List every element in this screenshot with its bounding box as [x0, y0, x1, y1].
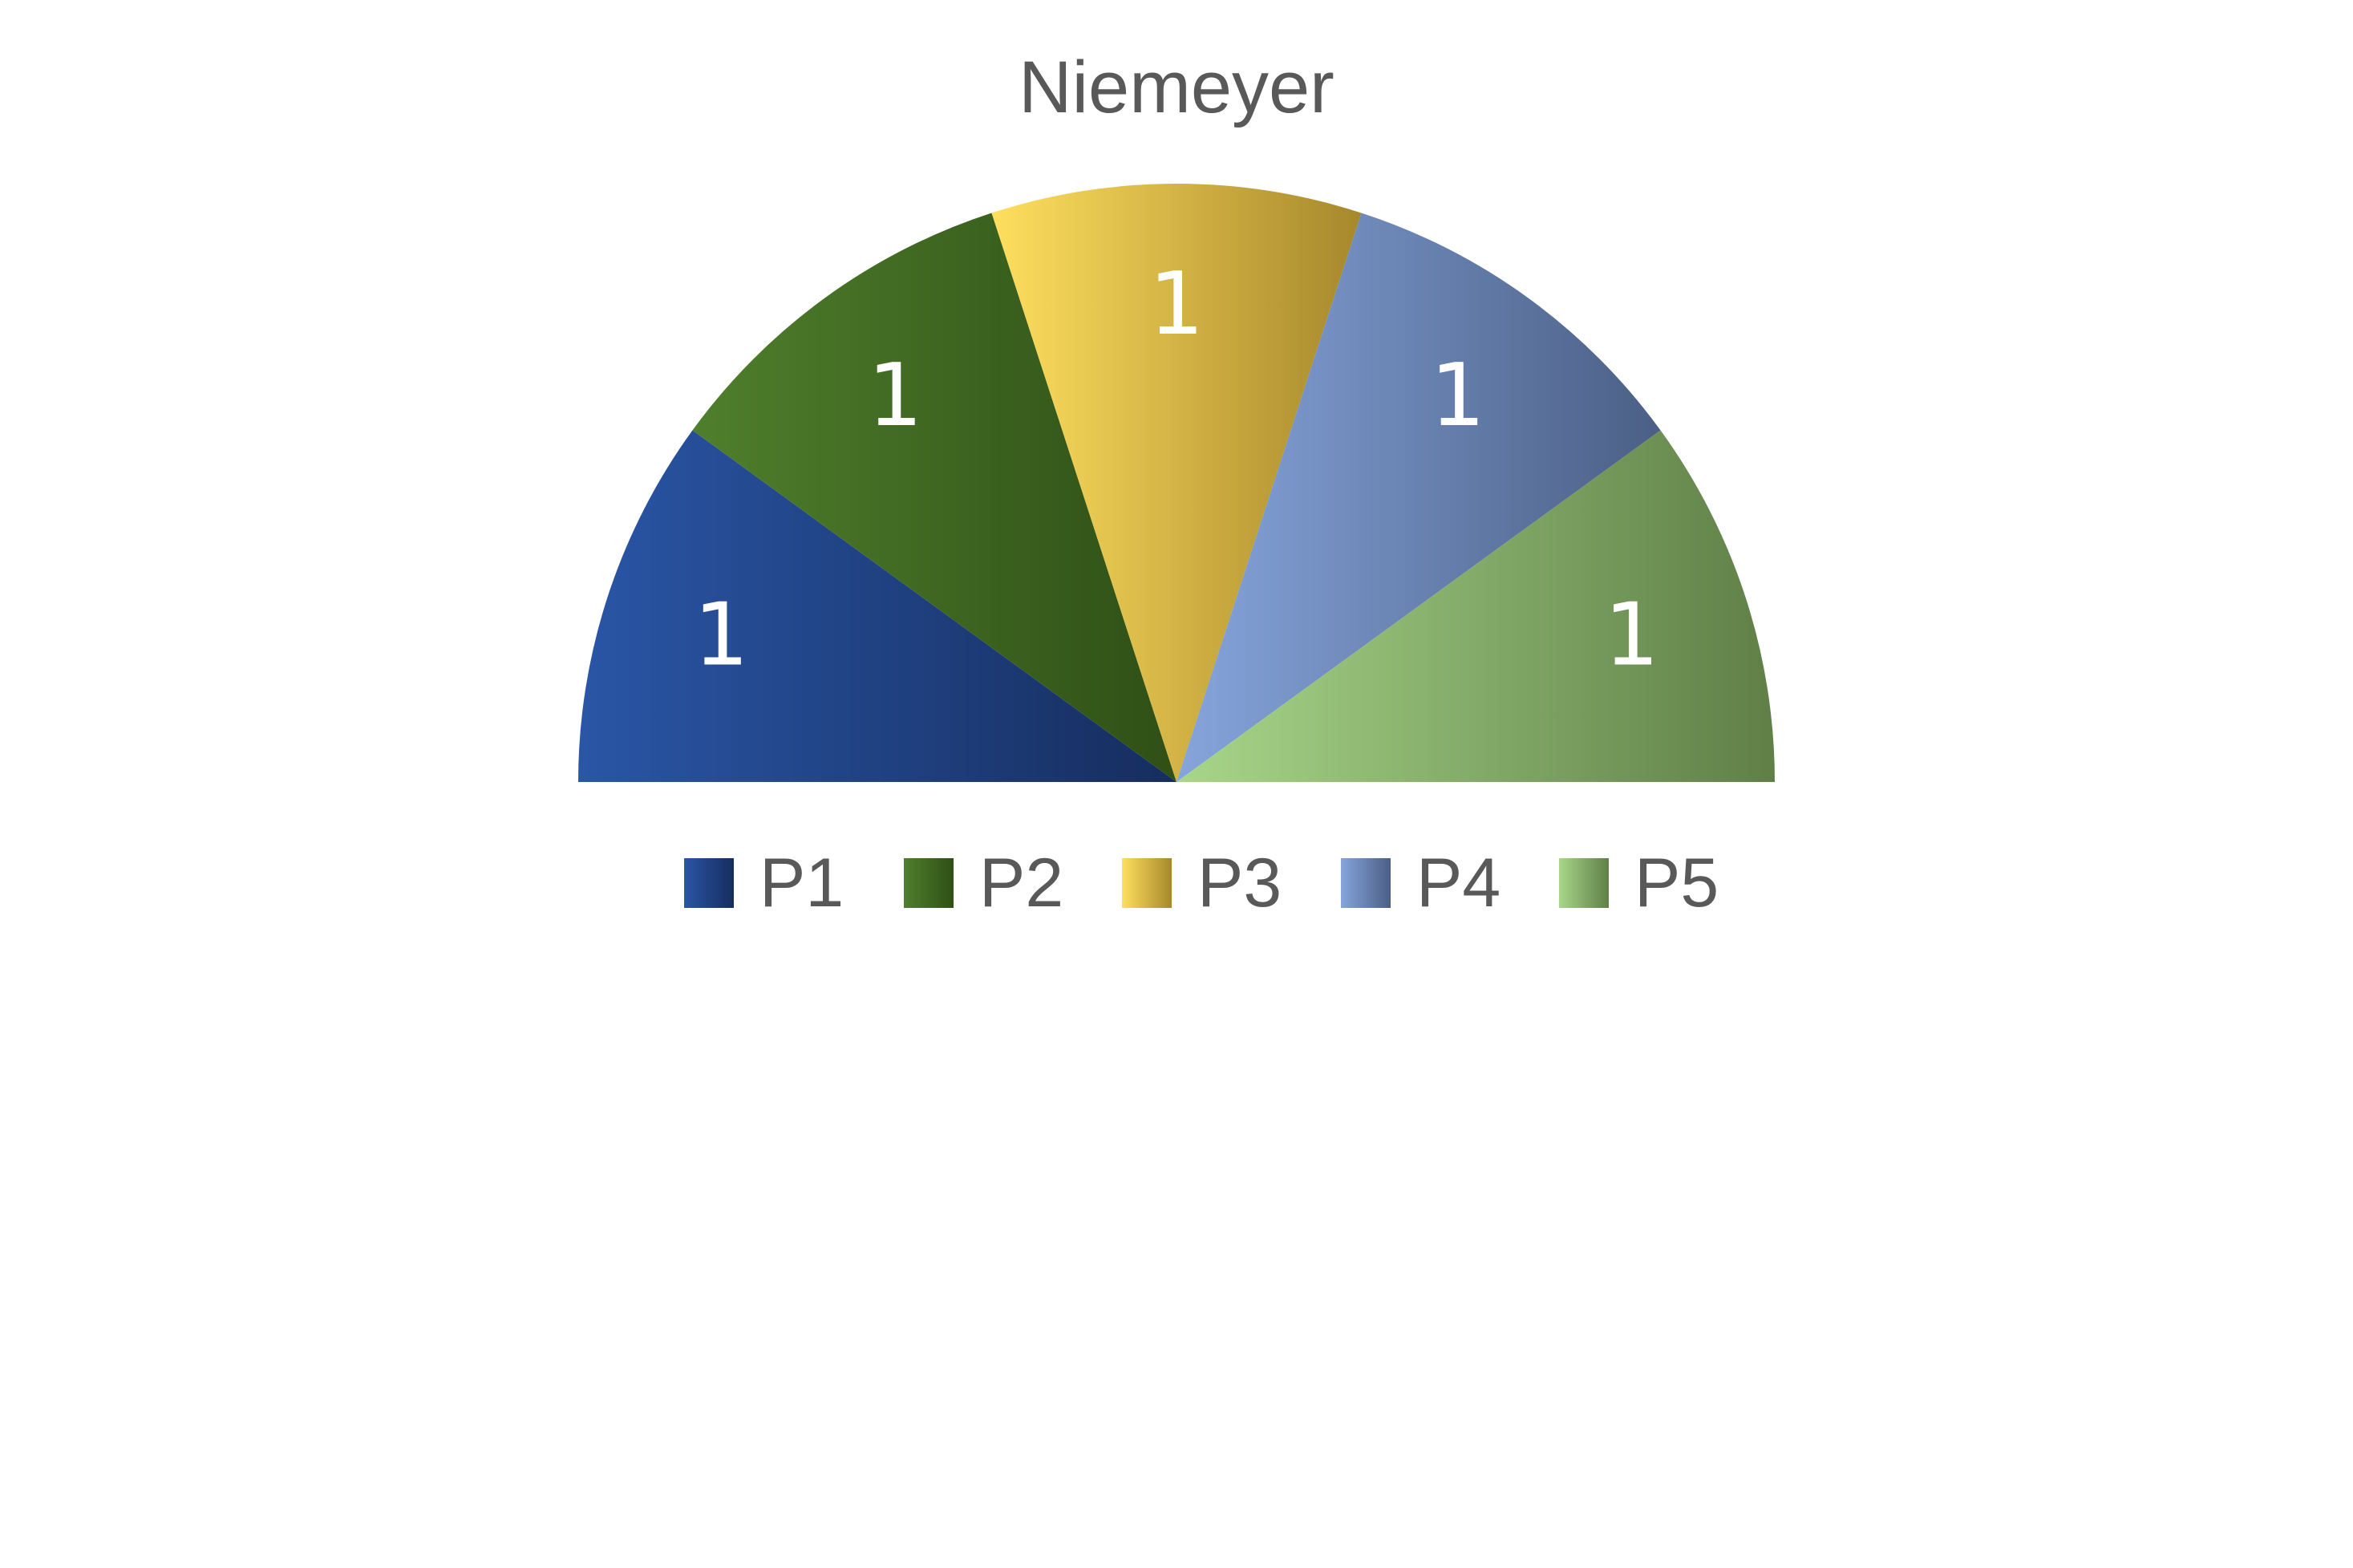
pie-slices	[578, 183, 1775, 782]
data-labels: 1 1 1 1 1	[694, 254, 1659, 685]
legend-swatch-p5	[1559, 858, 1609, 908]
data-label-p1: 1	[694, 585, 749, 686]
legend: P1 P2 P3 P4 P5	[684, 845, 1719, 922]
data-label-p3: 1	[1149, 254, 1205, 355]
pie-slice-p1	[578, 430, 1176, 782]
chart-title: Niemeyer	[1019, 47, 1334, 128]
data-label-p4: 1	[1430, 346, 1485, 446]
legend-item-p3: P3	[1122, 845, 1282, 922]
legend-item-p4: P4	[1341, 845, 1500, 922]
legend-label-p3: P3	[1197, 845, 1282, 922]
data-label-p5: 1	[1604, 585, 1659, 686]
legend-item-p5: P5	[1559, 845, 1719, 922]
legend-label-p4: P4	[1416, 845, 1500, 922]
legend-swatch-p4	[1341, 858, 1391, 908]
legend-label-p5: P5	[1634, 845, 1719, 922]
legend-swatch-p3	[1122, 858, 1172, 908]
legend-item-p2: P2	[904, 845, 1063, 922]
legend-label-p2: P2	[979, 845, 1063, 922]
pie-slice-p3	[991, 183, 1362, 782]
legend-swatch-p1	[684, 858, 734, 908]
legend-swatch-p2	[904, 858, 954, 908]
pie-slice-p2	[692, 213, 1176, 782]
pie-slice-p5	[1176, 430, 1775, 782]
legend-item-p1: P1	[684, 845, 844, 922]
data-label-p2: 1	[868, 346, 923, 446]
legend-label-p1: P1	[759, 845, 844, 922]
pie-slice-p4	[1176, 213, 1661, 782]
